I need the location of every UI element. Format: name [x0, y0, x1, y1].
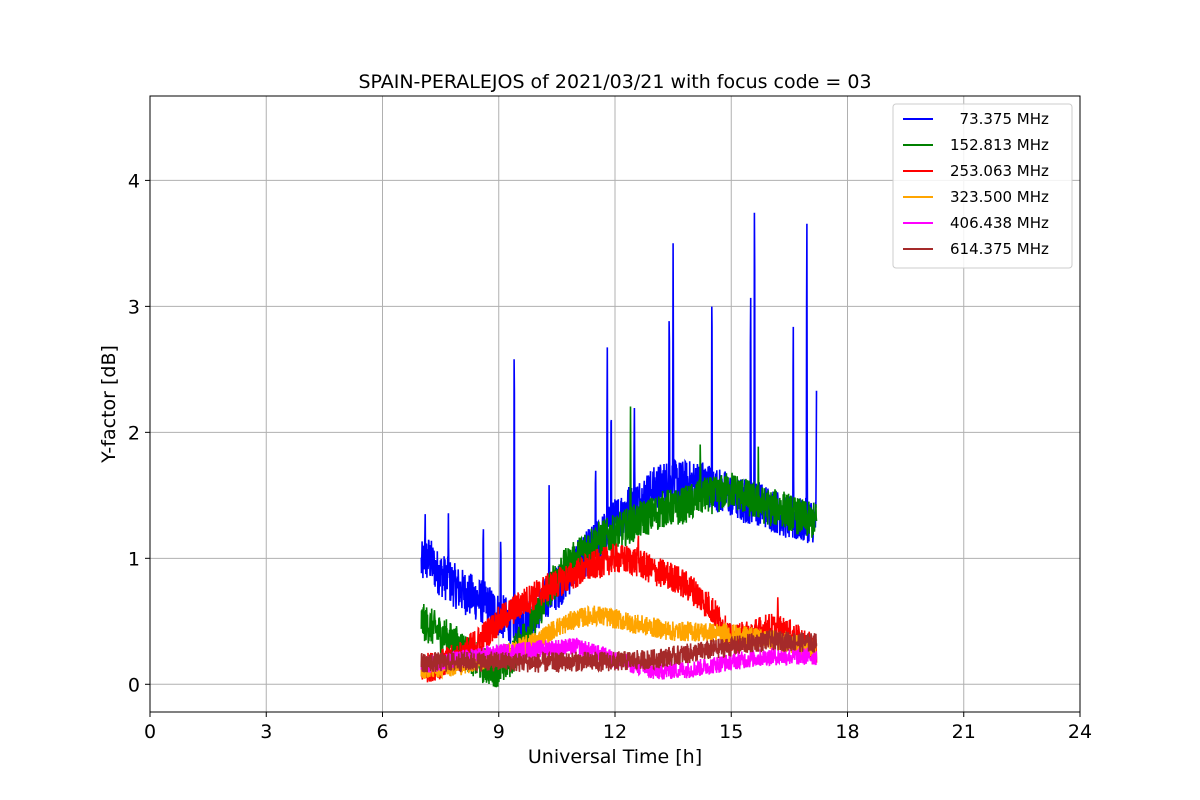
y-tick-label: 1	[128, 548, 140, 570]
x-tick-label: 18	[835, 721, 859, 743]
x-tick-label: 15	[719, 721, 743, 743]
x-axis-label: Universal Time [h]	[528, 746, 702, 768]
series-line-0	[420, 212, 818, 644]
legend-entry: 614.375 MHz	[950, 240, 1049, 258]
legend-entry: 406.438 MHz	[950, 214, 1049, 232]
x-axis: 0 3 6 9 12 15 18 21 24	[144, 712, 1092, 743]
legend-box	[892, 103, 1073, 269]
legend: 73.375 MHz 152.813 MHz 253.063 MHz 323.500 …	[892, 103, 1073, 269]
x-tick-label: 6	[376, 721, 388, 743]
legend-entry: 152.813 MHz	[950, 136, 1049, 154]
series-line-5	[420, 628, 818, 674]
x-tick-label: 21	[952, 721, 976, 743]
legend-entry: 323.500 MHz	[950, 188, 1049, 206]
x-tick-label: 12	[603, 721, 627, 743]
y-tick-label: 4	[128, 170, 140, 192]
x-tick-label: 24	[1068, 721, 1092, 743]
x-tick-label: 3	[260, 721, 272, 743]
legend-entry: 73.375 MHz	[950, 110, 1049, 128]
legend-entry: 253.063 MHz	[950, 162, 1049, 180]
y-axis: 0 1 2 3 4	[128, 170, 150, 696]
chart-title: SPAIN-PERALEJOS of 2021/03/21 with focus…	[358, 71, 871, 93]
x-tick-label: 0	[144, 721, 156, 743]
series-layer	[420, 212, 818, 688]
series-line-1	[420, 406, 818, 688]
y-tick-label: 3	[128, 296, 140, 318]
y-tick-label: 0	[128, 674, 140, 696]
y-tick-label: 2	[128, 422, 140, 444]
x-tick-label: 9	[493, 721, 505, 743]
y-axis-label: Y-factor [dB]	[98, 345, 120, 464]
